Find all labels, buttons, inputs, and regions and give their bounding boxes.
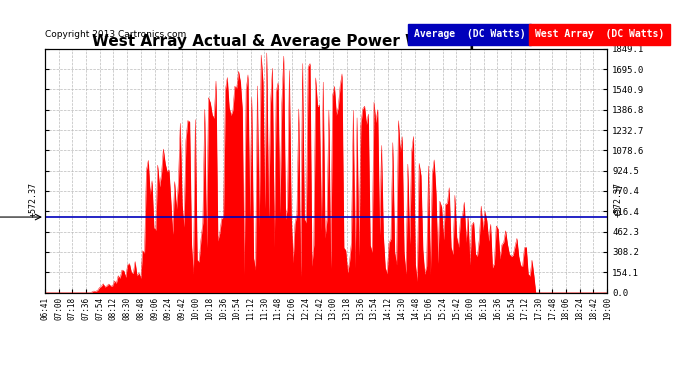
Text: West Array  (DC Watts): West Array (DC Watts) <box>535 29 664 39</box>
Title: West Array Actual & Average Power Wed Sep 18 19:01: West Array Actual & Average Power Wed Se… <box>92 34 560 49</box>
Text: Average  (DC Watts): Average (DC Watts) <box>414 29 526 39</box>
Text: +572.37: +572.37 <box>614 182 623 217</box>
Text: Copyright 2013 Cartronics.com: Copyright 2013 Cartronics.com <box>45 30 186 39</box>
Text: +572.37: +572.37 <box>29 182 38 217</box>
